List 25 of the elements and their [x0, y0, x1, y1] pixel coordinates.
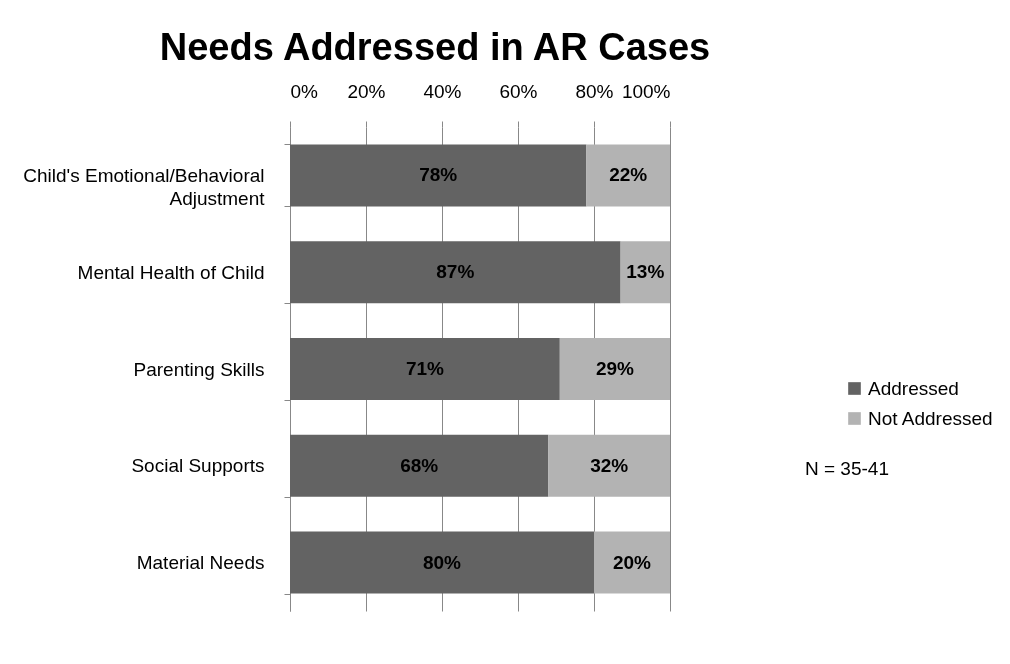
data-label: 71% — [405, 358, 445, 379]
y-tick-label: Material Needs — [136, 552, 265, 574]
data-label: 32% — [590, 454, 629, 476]
chart-title: Needs Addressed in AR Cases — [159, 26, 711, 68]
x-tick-label: 100% — [621, 80, 671, 102]
data-label: 29% — [595, 358, 635, 379]
text: N = 35-41 — [805, 458, 889, 479]
data-label: 68% — [400, 454, 439, 476]
data-label: 78% — [419, 164, 458, 186]
x-tick-label: 40% — [423, 80, 462, 102]
data-label: 80% — [422, 551, 462, 573]
data-label: 13% — [626, 261, 665, 283]
x-tick-label: 80% — [575, 80, 614, 102]
data-label: 20% — [612, 551, 652, 573]
y-tick-label: Mental Health of Child — [77, 261, 265, 283]
y-tick-label: Social Supports — [131, 455, 265, 477]
y-tick-label: Parenting Skills — [133, 358, 265, 380]
legend-label: Not Addressed — [868, 407, 993, 429]
x-tick-label: 20% — [347, 80, 386, 102]
data-label: 22% — [609, 164, 648, 186]
y-tick-label: Child's Emotional/Behavioral Adjustment — [23, 164, 266, 209]
legend-label: Addressed — [868, 377, 959, 399]
x-tick-label: 60% — [499, 80, 538, 102]
data-label: 87% — [436, 261, 475, 283]
x-tick-label: 0% — [290, 80, 319, 102]
